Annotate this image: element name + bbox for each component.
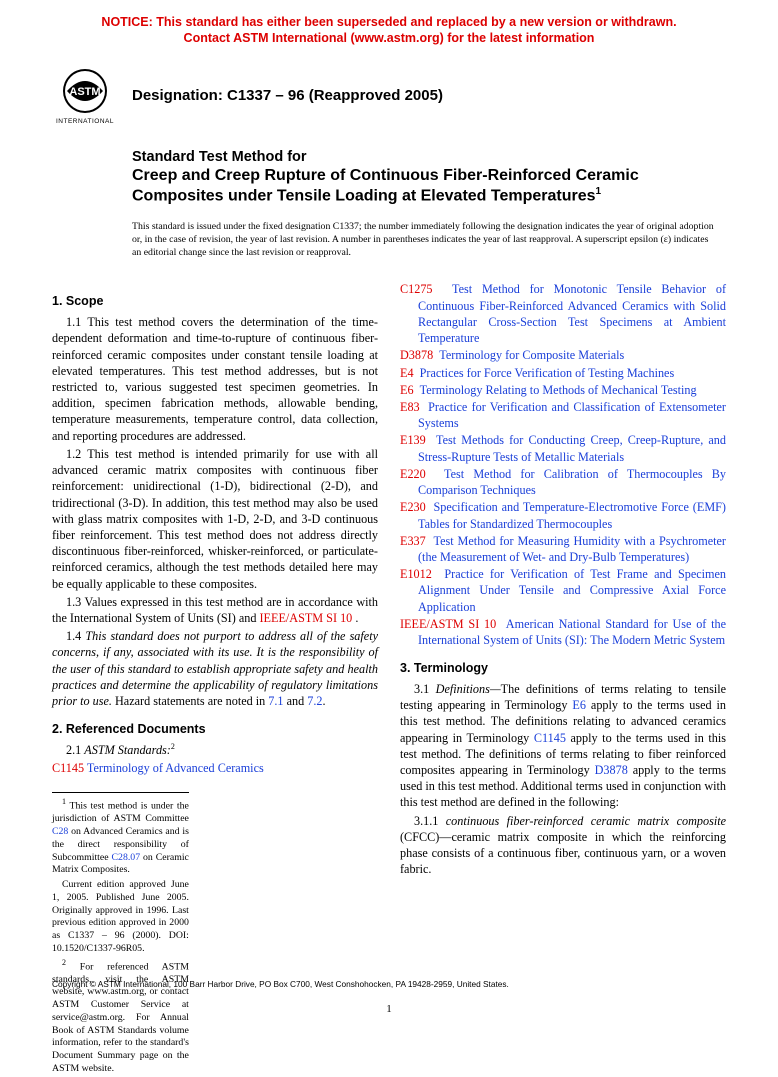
link-c28-07[interactable]: C28.07 [112, 852, 141, 863]
ref-e337[interactable]: E337 Test Method for Measuring Humidity … [400, 533, 726, 565]
ref-e139[interactable]: E139 Test Methods for Conducting Creep, … [400, 432, 726, 464]
designation-text: Designation: C1337 – 96 (Reapproved 2005… [132, 87, 443, 104]
link-c28[interactable]: C28 [52, 826, 68, 837]
footnotes-block: 1 This test method is under the jurisdic… [52, 792, 189, 1075]
two-column-body: 1. Scope 1.1 This test method covers the… [52, 281, 726, 1077]
link-7-2[interactable]: 7.2 [307, 694, 322, 708]
issuance-note: This standard is issued under the fixed … [132, 220, 716, 260]
title-footnote-marker: 1 [596, 186, 602, 197]
left-column: 1. Scope 1.1 This test method covers the… [52, 281, 378, 1077]
ref-d3878[interactable]: D3878 Terminology for Composite Material… [400, 347, 726, 363]
ref-e230[interactable]: E230 Specification and Temperature-Elect… [400, 499, 726, 531]
scope-heading: 1. Scope [52, 293, 378, 310]
ref-e6[interactable]: E6 Terminology Relating to Methods of Me… [400, 382, 726, 398]
link-ieee-si10[interactable]: IEEE/ASTM SI 10 [260, 611, 353, 625]
references-heading: 2. Referenced Documents [52, 721, 378, 738]
scope-1-2: 1.2 This test method is intended primari… [52, 446, 378, 592]
svg-text:ASTM: ASTM [69, 86, 100, 98]
footnote-2: 2 For referenced ASTM standards, visit t… [52, 958, 189, 1076]
ref-e83[interactable]: E83 Practice for Verification and Classi… [400, 399, 726, 431]
title-block: Standard Test Method for Creep and Creep… [132, 149, 726, 206]
footnote-1b: Current edition approved June 1, 2005. P… [52, 879, 189, 955]
ref-e1012[interactable]: E1012 Practice for Verification of Test … [400, 566, 726, 615]
scope-1-4: 1.4 This standard does not purport to ad… [52, 628, 378, 709]
ref-e4[interactable]: E4 Practices for Force Verification of T… [400, 365, 726, 381]
link-e6[interactable]: E6 [572, 698, 586, 712]
right-column: C1275 Test Method for Monotonic Tensile … [400, 281, 726, 1077]
ref-c1145[interactable]: C1145 Terminology of Advanced Ceramics [52, 760, 378, 776]
svg-text:INTERNATIONAL: INTERNATIONAL [56, 118, 114, 125]
ref-c1275[interactable]: C1275 Test Method for Monotonic Tensile … [400, 281, 726, 346]
title-main: Creep and Creep Rupture of Continuous Fi… [132, 166, 726, 206]
title-prefix: Standard Test Method for [132, 149, 726, 165]
title-text: Creep and Creep Rupture of Continuous Fi… [132, 167, 639, 204]
link-d3878[interactable]: D3878 [595, 763, 628, 777]
copyright-line: Copyright © ASTM International, 100 Barr… [52, 979, 509, 989]
supersession-notice: NOTICE: This standard has either been su… [52, 14, 726, 47]
para-3-1-1: 3.1.1 continuous fiber-reinforced cerami… [400, 813, 726, 878]
scope-1-3: 1.3 Values expressed in this test method… [52, 594, 378, 626]
scope-1-1: 1.1 This test method covers the determin… [52, 314, 378, 444]
footnote-1a: 1 This test method is under the jurisdic… [52, 797, 189, 877]
ref-e220[interactable]: E220 Test Method for Calibration of Ther… [400, 466, 726, 498]
para-2-1: 2.1 ASTM Standards:2 [52, 742, 378, 758]
link-c1145[interactable]: C1145 [534, 731, 566, 745]
notice-line-2: Contact ASTM International (www.astm.org… [184, 31, 595, 45]
ref-ieee-astm-si-10[interactable]: IEEE/ASTM SI 10 American National Standa… [400, 616, 726, 648]
para-3-1: 3.1 Definitions—The definitions of terms… [400, 681, 726, 811]
terminology-heading: 3. Terminology [400, 660, 726, 677]
astm-logo: ASTM INTERNATIONAL [52, 65, 118, 127]
header-block: ASTM INTERNATIONAL Designation: C1337 – … [52, 65, 726, 127]
page-number: 1 [0, 1003, 778, 1015]
link-7-1[interactable]: 7.1 [268, 694, 283, 708]
notice-line-1: NOTICE: This standard has either been su… [101, 15, 676, 29]
